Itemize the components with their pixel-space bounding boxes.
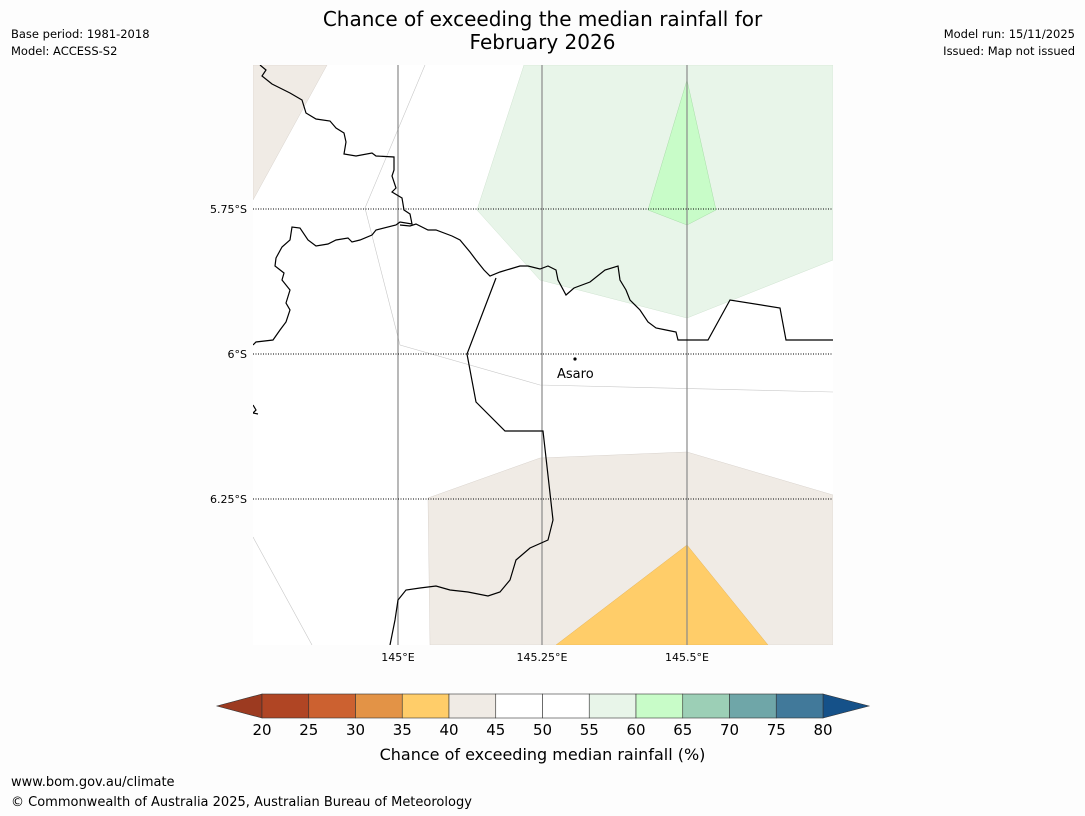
colorbar-tick-80: 80 — [813, 721, 832, 739]
lat-label-6S: 6°S — [228, 348, 247, 361]
colorbar-swatch-50-55 — [542, 693, 590, 719]
colorbar-swatches — [261, 693, 824, 719]
model-run: Model run: 15/11/2025 — [943, 27, 1075, 41]
colorbar-tick-25: 25 — [299, 721, 318, 739]
colorbar-tick-70: 70 — [720, 721, 739, 739]
asaro-label: Asaro — [557, 367, 594, 382]
colorbar-tick-30: 30 — [346, 721, 365, 739]
boundary-east — [399, 223, 833, 341]
region-40-45-northwest — [253, 65, 328, 201]
faint-contour-1 — [364, 65, 833, 393]
colorbar-swatch-60-65 — [635, 693, 684, 719]
map-title: Chance of exceeding the median rainfall … — [0, 8, 1085, 54]
colorbar-tick-55: 55 — [580, 721, 599, 739]
colorbar-swatch-70-75 — [729, 693, 777, 719]
colorbar-under-arrow — [215, 693, 263, 719]
colorbar-tick-20: 20 — [252, 721, 271, 739]
colorbar-tick-65: 65 — [673, 721, 692, 739]
region-40-45-south — [427, 451, 833, 645]
colorbar-over-arrow — [822, 693, 871, 719]
colorbar-swatch-65-70 — [682, 693, 730, 719]
faint-contour-2 — [253, 536, 313, 645]
issued-status: Issued: Map not issued — [943, 44, 1075, 58]
colorbar-swatch-45-50 — [495, 693, 543, 719]
meta-left: Base period: 1981-2018 Model: ACCESS-S2 — [11, 26, 150, 60]
base-period: Base period: 1981-2018 — [11, 27, 150, 41]
colorbar-title: Chance of exceeding median rainfall (%) — [379, 745, 706, 764]
title-line-1: Chance of exceeding the median rainfall … — [322, 7, 763, 31]
lon-label-145.25E: 145.25°E — [517, 651, 568, 664]
colorbar-tick-35: 35 — [393, 721, 412, 739]
colorbar-swatch-30-35 — [355, 693, 403, 719]
colorbar-tick-75: 75 — [767, 721, 786, 739]
colorbar-ticks: 20 25 30 35 40 45 50 55 60 65 70 75 80 — [252, 721, 832, 739]
colorbar-swatch-75-80 — [775, 693, 824, 719]
colorbar: 20 25 30 35 40 45 50 55 60 65 70 75 80 — [215, 693, 871, 739]
colorbar-swatch-25-30 — [308, 693, 356, 719]
map-panel: Asaro — [253, 65, 833, 645]
lon-label-145.5E: 145.5°E — [665, 651, 709, 664]
colorbar-swatch-40-45 — [448, 693, 497, 719]
colorbar-tick-40: 40 — [439, 721, 458, 739]
lat-label-5.75S: 5.75°S — [210, 203, 247, 216]
footer-url[interactable]: www.bom.gov.au/climate — [11, 775, 175, 790]
colorbar-swatch-55-60 — [588, 693, 637, 719]
model-name: Model: ACCESS-S2 — [11, 44, 118, 58]
boundary-west-fragment — [253, 404, 259, 415]
asaro-marker — [573, 357, 577, 361]
lat-label-6.25S: 6.25°S — [210, 493, 247, 506]
boundary-central — [389, 277, 554, 645]
region-35-40-south — [555, 544, 769, 645]
lon-label-145E: 145°E — [381, 651, 414, 664]
colorbar-swatch-20-25 — [261, 693, 310, 719]
colorbar-swatch-35-40 — [401, 693, 450, 719]
meta-right: Model run: 15/11/2025 Issued: Map not is… — [943, 26, 1075, 60]
boundary-north — [253, 65, 413, 346]
colorbar-tick-60: 60 — [626, 721, 645, 739]
title-line-2: February 2026 — [469, 30, 616, 54]
footer-copyright: © Commonwealth of Australia 2025, Austra… — [11, 795, 472, 810]
colorbar-tick-45: 45 — [486, 721, 505, 739]
colorbar-tick-50: 50 — [533, 721, 552, 739]
